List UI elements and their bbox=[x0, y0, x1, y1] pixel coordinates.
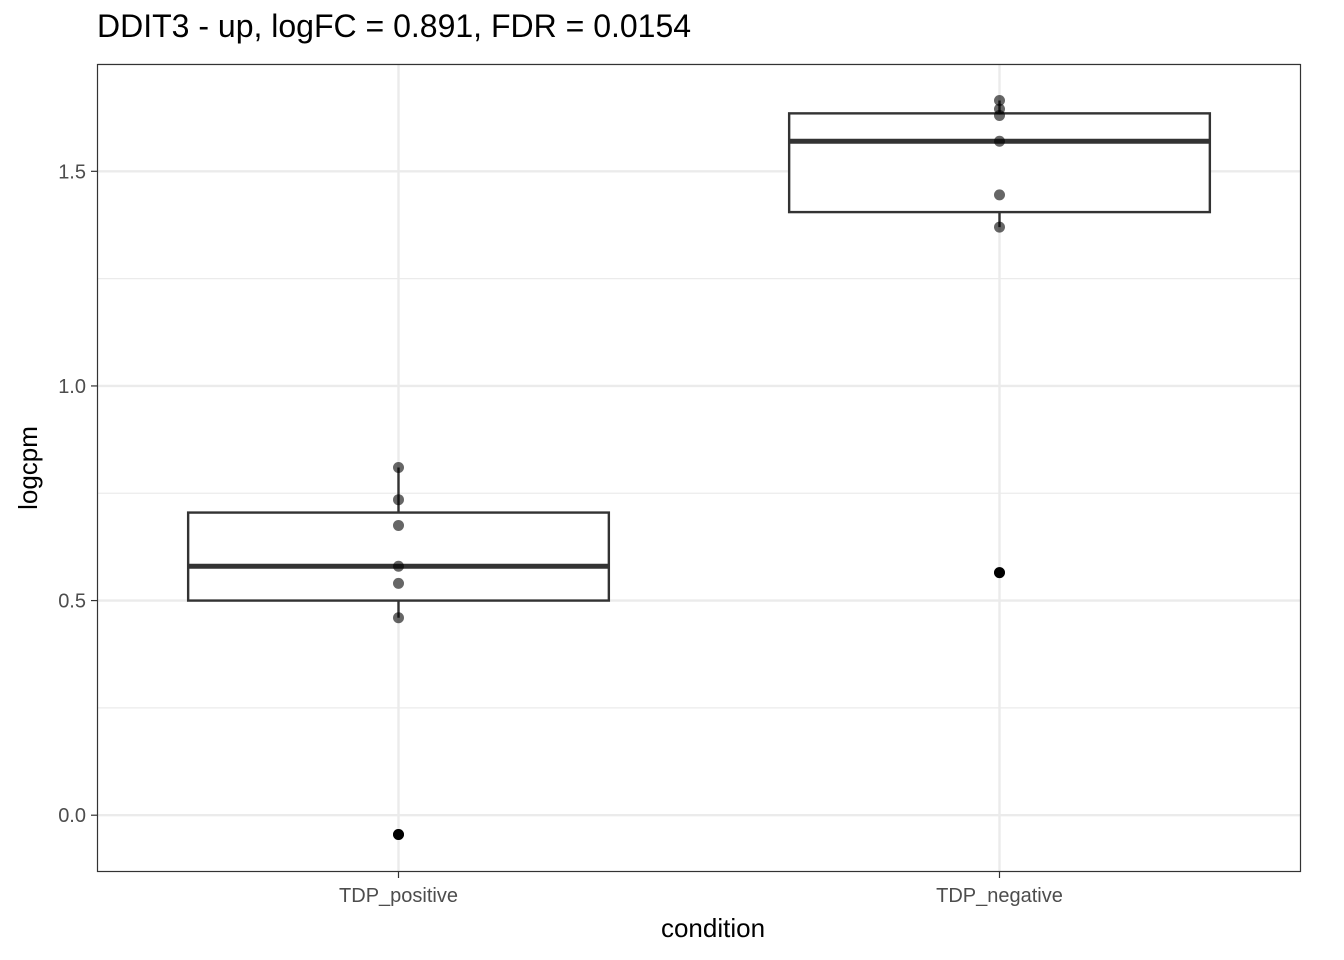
data-point bbox=[393, 612, 404, 624]
data-point bbox=[994, 135, 1005, 147]
chart-title: DDIT3 - up, logFC = 0.891, FDR = 0.0154 bbox=[97, 8, 692, 44]
data-point bbox=[994, 189, 1005, 201]
data-point bbox=[393, 577, 404, 589]
data-point bbox=[393, 560, 404, 572]
y-axis-title: logcpm bbox=[13, 426, 43, 510]
x-tick-label: TDP_positive bbox=[339, 885, 458, 907]
data-point bbox=[393, 829, 404, 841]
panel-border bbox=[96, 63, 1302, 873]
data-point bbox=[393, 494, 404, 506]
data-point bbox=[994, 103, 1005, 115]
boxes bbox=[186, 100, 1212, 841]
y-tick-label: 1.5 bbox=[58, 161, 86, 183]
data-point bbox=[393, 462, 404, 473]
data-point bbox=[994, 567, 1005, 579]
axes: 0.0 0.5 1.0 1.5 TDP_positive TDP_negative bbox=[58, 161, 1063, 907]
y-tick-label: 0.0 bbox=[58, 805, 86, 827]
y-tick-label: 1.0 bbox=[58, 376, 86, 398]
grid bbox=[98, 63, 1300, 871]
y-tick-label: 0.5 bbox=[58, 591, 86, 613]
x-axis-title: condition bbox=[661, 913, 765, 943]
data-points bbox=[393, 94, 1005, 841]
data-point bbox=[393, 519, 404, 531]
data-point bbox=[994, 94, 1005, 106]
x-tick-label: TDP_negative bbox=[936, 885, 1063, 907]
data-point bbox=[994, 221, 1005, 233]
